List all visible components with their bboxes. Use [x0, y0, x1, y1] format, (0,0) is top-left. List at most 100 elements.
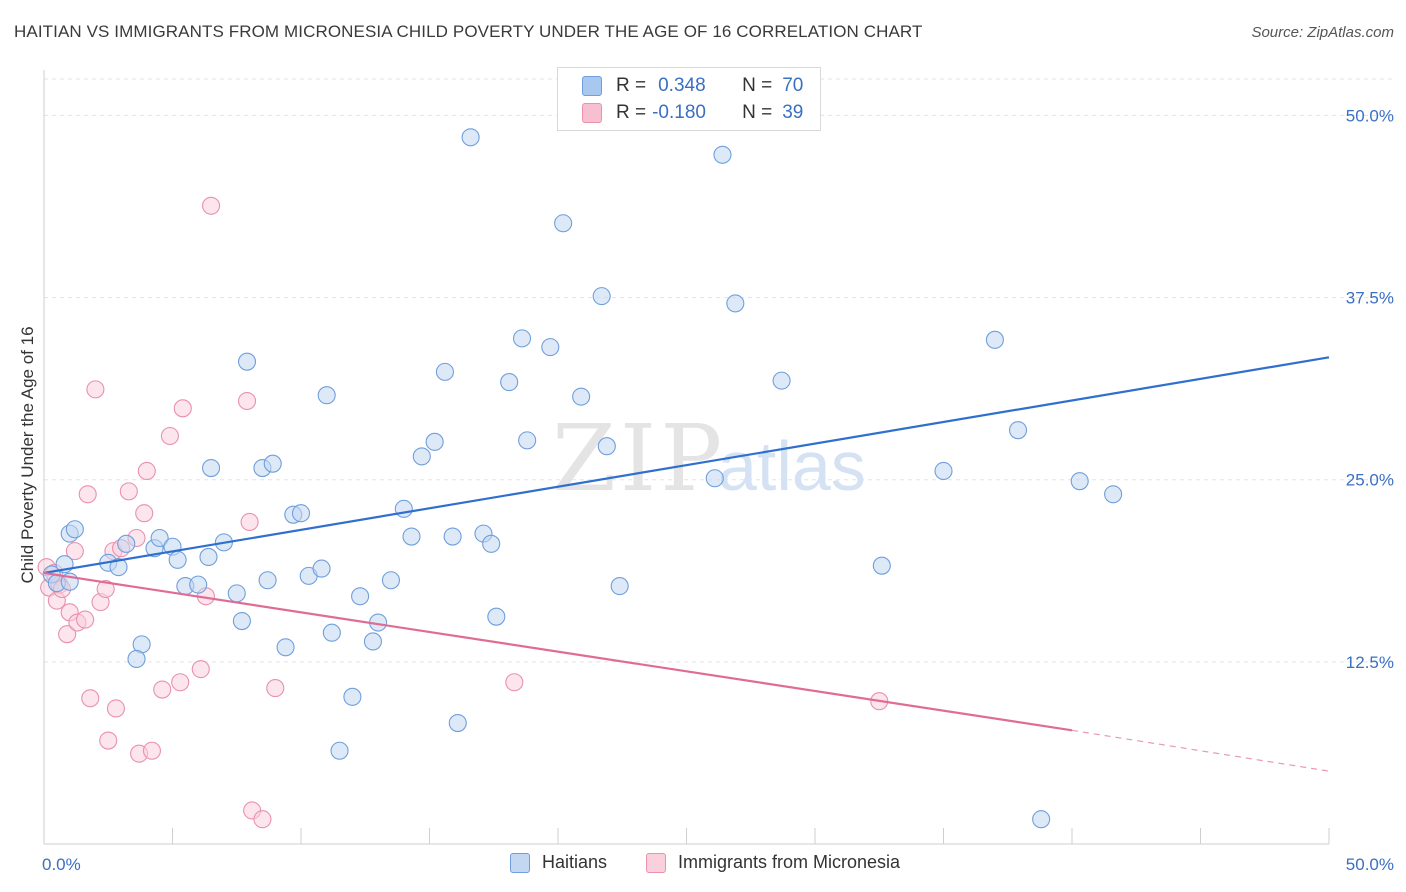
axes: [43, 70, 1330, 845]
haitians-point: [117, 534, 136, 553]
haitians-point: [726, 294, 745, 313]
haitians-point: [482, 534, 501, 553]
haitians-point: [263, 454, 282, 473]
y-axis-label: Child Poverty Under the Age of 16: [18, 326, 37, 584]
micronesia-point: [191, 660, 210, 679]
x-tick-label: 50.0%: [1346, 855, 1394, 874]
haitians-point: [705, 469, 724, 488]
bottom-legend-haitians: Haitians: [510, 852, 607, 873]
legend-swatch-micronesia: [582, 103, 602, 123]
micronesia-point: [160, 426, 179, 446]
haitians-point: [1032, 810, 1051, 829]
micronesia-point: [96, 579, 115, 599]
haitians-point: [500, 373, 519, 392]
bottom-swatch-micronesia: [646, 852, 666, 873]
haitians-point: [381, 571, 401, 590]
haitians-point: [317, 386, 336, 405]
haitians-point: [351, 587, 370, 606]
haitians-point: [487, 607, 506, 626]
haitians-point: [872, 556, 891, 575]
haitians-point: [610, 577, 629, 596]
haitians-point: [227, 584, 246, 603]
haitians-point: [199, 547, 218, 566]
haitians-point: [554, 214, 573, 233]
legend-n-value: 39: [782, 102, 804, 123]
haitians-point: [202, 459, 221, 478]
micronesia-point: [137, 461, 156, 481]
haitians-point: [597, 437, 616, 456]
haitians-point: [713, 145, 732, 164]
micronesia-point: [99, 731, 118, 750]
haitians-point: [518, 431, 537, 450]
haitians-point: [291, 504, 311, 523]
haitians-point: [461, 128, 480, 147]
haitians-point: [985, 330, 1004, 349]
micronesia-point: [106, 699, 126, 718]
micronesia-point: [237, 391, 257, 411]
haitians-point: [168, 550, 187, 569]
chart-source: Source: ZipAtlas.com: [1251, 24, 1394, 41]
haitians-point: [1070, 472, 1089, 491]
micronesia-point: [240, 512, 259, 532]
micronesia-point: [202, 196, 221, 215]
legend-r-label: R =: [616, 102, 647, 123]
micronesia-point: [119, 482, 138, 501]
haitians-trend-line: [43, 356, 1330, 575]
haitians-point: [330, 741, 349, 760]
haitians-point: [109, 558, 128, 577]
y-tick-label: 12.5%: [1346, 653, 1394, 672]
legend-row-micronesia: R = -0.180 N = 39: [582, 100, 803, 126]
bottom-legend-label: Immigrants from Micronesia: [678, 852, 901, 872]
micronesia-trend-line: [43, 571, 1073, 732]
micronesia-point: [173, 399, 192, 418]
haitians-point: [127, 649, 146, 668]
haitians-point: [448, 714, 467, 733]
micronesia-point: [135, 504, 154, 523]
bottom-legend-label: Haitians: [542, 852, 608, 872]
bottom-swatch-haitians: [510, 852, 530, 873]
haitians-point: [425, 432, 444, 451]
micronesia-trend-extension: [1071, 729, 1330, 772]
haitians-point: [394, 499, 413, 518]
haitians-points: [42, 128, 1123, 829]
correlation-legend: R = 0.348 N = 70 R = -0.180 N = 39: [557, 67, 821, 131]
haitians-point: [592, 287, 611, 306]
micronesia-point: [153, 680, 172, 699]
micronesia-points: [37, 196, 889, 829]
micronesia-point: [58, 625, 77, 644]
legend-n-value: 70: [782, 75, 804, 96]
y-tick-label: 25.0%: [1346, 471, 1394, 490]
y-tick-label: 50.0%: [1346, 106, 1394, 125]
legend-row-haitians: R = 0.348 N = 70: [582, 73, 803, 99]
legend-r-label: R =: [616, 75, 647, 96]
legend-n-label: N =: [742, 75, 773, 96]
chart-title: HAITIAN VS IMMIGRANTS FROM MICRONESIA CH…: [14, 22, 923, 41]
micronesia-point: [142, 741, 161, 760]
micronesia-point: [266, 679, 285, 698]
micronesia-point: [505, 673, 524, 692]
haitians-point: [1104, 485, 1123, 504]
micronesia-point: [81, 689, 100, 708]
legend-r-value: 0.348: [658, 75, 706, 96]
bottom-legend-micronesia: Immigrants from Micronesia: [646, 852, 900, 873]
haitians-point: [276, 638, 295, 657]
haitians-point: [343, 687, 362, 706]
haitians-point: [312, 559, 331, 578]
haitians-point: [65, 520, 84, 539]
y-tick-label: 37.5%: [1346, 289, 1394, 308]
haitians-point: [572, 387, 591, 406]
micronesia-point: [171, 673, 190, 692]
haitians-point: [322, 623, 341, 642]
haitians-point: [237, 352, 257, 371]
tick-labels: 12.5% 25.0% 37.5% 50.0% 0.0% 50.0%: [42, 106, 1394, 874]
haitians-point: [772, 371, 791, 390]
legend-r-value: -0.180: [652, 102, 706, 123]
watermark-zip: ZIP: [552, 405, 726, 512]
micronesia-point: [65, 542, 84, 561]
x-tick-label: 0.0%: [42, 855, 81, 874]
legend-n-label: N =: [742, 102, 773, 123]
micronesia-point: [86, 380, 105, 399]
haitians-point: [1008, 421, 1028, 440]
haitians-point: [402, 527, 421, 546]
